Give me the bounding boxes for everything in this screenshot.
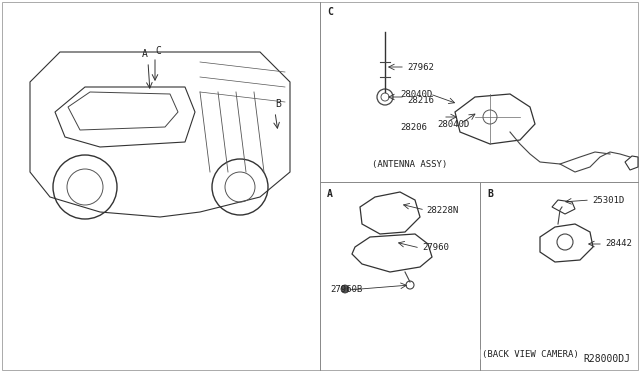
Text: 28442: 28442 <box>605 240 632 248</box>
Text: 27962: 27962 <box>407 62 434 71</box>
Text: C: C <box>155 46 161 56</box>
Text: 25301D: 25301D <box>592 196 624 205</box>
Text: C: C <box>327 7 333 17</box>
Text: 28206: 28206 <box>400 122 427 131</box>
Text: 28040D: 28040D <box>437 119 469 128</box>
Text: B: B <box>275 99 281 109</box>
Text: A: A <box>142 49 148 59</box>
Text: 28040D: 28040D <box>400 90 432 99</box>
Text: B: B <box>487 189 493 199</box>
Text: A: A <box>327 189 333 199</box>
Text: 28216: 28216 <box>407 96 434 105</box>
Text: R28000DJ: R28000DJ <box>583 354 630 364</box>
Text: 27960: 27960 <box>422 244 449 253</box>
Text: (ANTENNA ASSY): (ANTENNA ASSY) <box>372 160 447 169</box>
Circle shape <box>341 285 349 293</box>
Text: (BACK VIEW CAMERA): (BACK VIEW CAMERA) <box>482 350 579 359</box>
Text: 27960B: 27960B <box>330 285 362 295</box>
Text: 28228N: 28228N <box>426 205 458 215</box>
